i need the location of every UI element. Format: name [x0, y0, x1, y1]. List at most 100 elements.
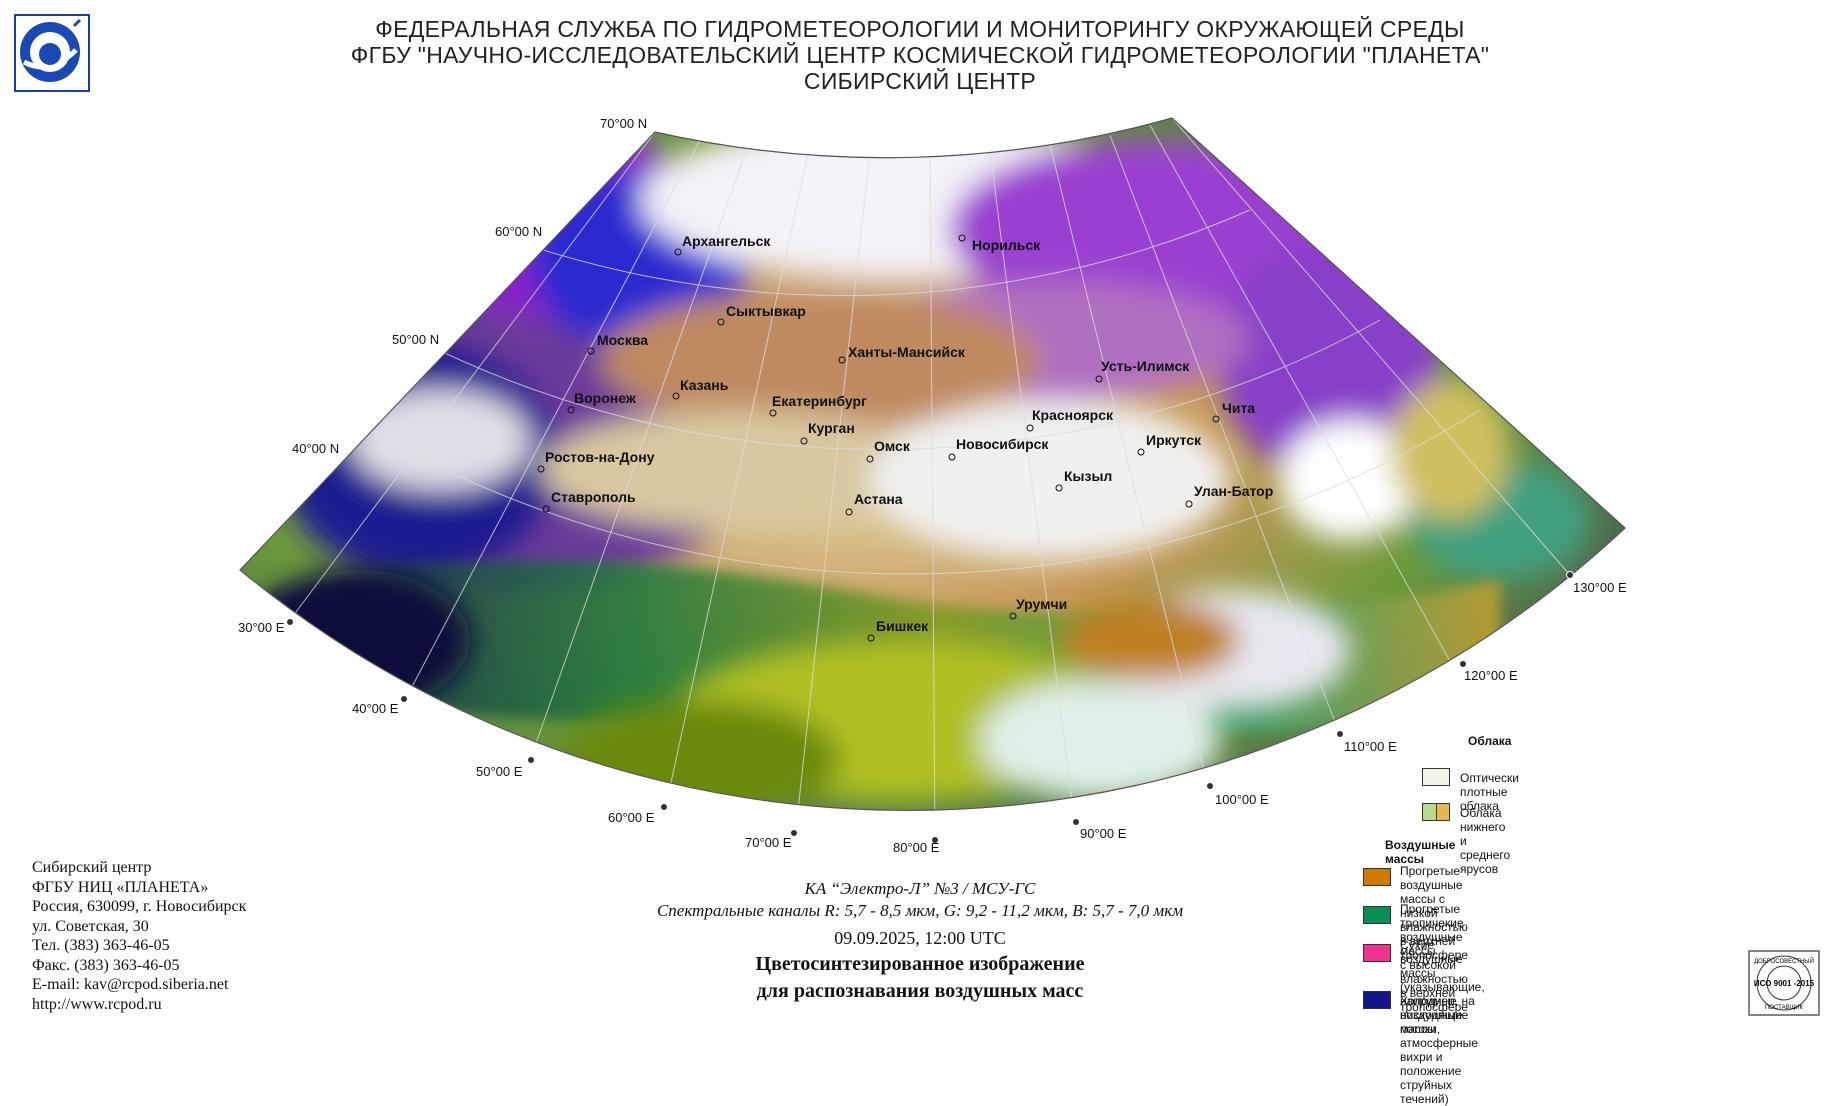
legend-swatch-warm-tropical [1363, 906, 1391, 924]
city-syktyvkar: Сыктывкар [717, 303, 806, 326]
header-line-2: ФГБУ "НАУЧНО-ИССЛЕДОВАТЕЛЬСКИЙ ЦЕНТР КОС… [350, 42, 1490, 68]
city-novosibirsk: Новосибирск [948, 436, 1049, 461]
legend-swatch-dry [1363, 944, 1391, 962]
city-rostov: Ростов-на-Дону [537, 449, 655, 473]
organization-contacts: Сибирский центр ФГБУ НИЦ «ПЛАНЕТА» Росси… [32, 858, 246, 1014]
lat-label-50: 50°00 N [392, 332, 439, 347]
iso-certification-badge: ДОБРОСОВЕСТНЫЙ ПОСТАВЩИК ИСО 9001 -2015 [1748, 950, 1820, 1016]
svg-text:Астана: Астана [854, 491, 903, 507]
lon-label-60: 60°00 E [608, 810, 655, 825]
contact-line: Сибирский центр [32, 859, 152, 876]
city-chita: Чита [1212, 400, 1255, 423]
city-urumqi: Урумчи [1009, 596, 1067, 620]
lat-label-40: 40°00 N [292, 441, 339, 456]
legend-clouds-header: Облака [1468, 734, 1512, 748]
svg-text:ДОБРОСОВЕСТНЫЙ: ДОБРОСОВЕСТНЫЙ [1754, 957, 1814, 965]
satellite-map: 70°00 N 60°00 N 50°00 N 40°00 N 30°00 E … [238, 116, 1627, 855]
svg-text:Кызыл: Кызыл [1064, 468, 1112, 484]
lon-label-70: 70°00 E [745, 835, 792, 850]
city-kurgan: Курган [800, 420, 855, 445]
lon-label-50: 50°00 E [476, 764, 523, 779]
lat-label-60: 60°00 N [495, 224, 542, 239]
svg-text:Омск: Омск [874, 438, 911, 454]
contact-line: Факс. (383) 363-46-05 [32, 956, 180, 974]
svg-text:Улан-Батор: Улан-Батор [1194, 483, 1273, 499]
lon-label-30: 30°00 E [238, 620, 285, 635]
satellite-info: КА “Электро-Л” №3 / МСУ-ГС [804, 879, 1036, 898]
city-khanty-mansiysk: Ханты-Мансийск [838, 344, 966, 364]
contact-line: Россия, 630099, г. Новосибирск [32, 898, 247, 915]
svg-text:Сыктывкар: Сыктывкар [726, 303, 806, 319]
email-link[interactable]: E-mail: kav@rcpod.siberia.net [32, 976, 229, 993]
legend-swatch-dense-clouds [1422, 768, 1450, 786]
legend-swatch-cold [1363, 991, 1391, 1009]
lon-label-120: 120°00 E [1464, 668, 1518, 683]
svg-text:Екатеринбург: Екатеринбург [772, 393, 867, 409]
legend-label-cold: Холодные воздушные массы [1400, 994, 1463, 1036]
svg-text:Ханты-Мансийск: Ханты-Мансийск [848, 344, 966, 360]
svg-text:Норильск: Норильск [972, 237, 1041, 253]
legend-label-warm-dry: Прогретые воздушные массы с низкой влажно… [1400, 864, 1468, 962]
contact-line: Тел. (383) 363-46-05 [32, 937, 170, 954]
lon-label-40: 40°00 E [352, 701, 399, 716]
svg-text:Курган: Курган [808, 420, 855, 436]
lat-label-70: 70°00 N [600, 116, 647, 131]
city-kyzyl: Кызыл [1055, 468, 1112, 492]
image-caption: КА “Электро-Л” №3 / МСУ-ГС Спектральные … [520, 878, 1320, 1003]
legend-label-dense-clouds: Оптически плотные облака [1460, 771, 1519, 813]
city-krasnoyarsk: Красноярск [1026, 407, 1114, 432]
city-astana: Астана [845, 491, 903, 516]
svg-text:Красноярск: Красноярск [1032, 407, 1114, 423]
contact-line: ФГБУ НИЦ «ПЛАНЕТА» [32, 878, 209, 896]
lon-ticks [286, 571, 1574, 844]
city-moskva: Москва [587, 332, 648, 355]
city-ulan-bator: Улан-Батор [1185, 483, 1273, 508]
city-stavropol: Ставрополь [542, 489, 636, 513]
svg-text:Москва: Москва [597, 332, 648, 348]
svg-text:Казань: Казань [680, 377, 729, 393]
svg-text:Усть-Илимск: Усть-Илимск [1101, 358, 1190, 374]
svg-text:Архангельск: Архангельск [682, 233, 771, 249]
city-ekaterinburg: Екатеринбург [769, 393, 867, 417]
lon-label-80: 80°00 E [893, 840, 940, 855]
legend-swatch-warm-dry [1363, 868, 1391, 886]
city-markers: Архангельск Норильск Сыктывкар Москва Ха… [537, 233, 1273, 642]
city-omsk: Омск [866, 438, 911, 463]
svg-text:Иркутск: Иркутск [1146, 432, 1202, 448]
image-title-line-1: Цветосинтезированное изображение [755, 953, 1085, 975]
contact-line: ул. Советская, 30 [32, 917, 149, 935]
lon-label-130: 130°00 E [1573, 580, 1627, 595]
city-ust-ilimsk: Усть-Илимск [1095, 358, 1190, 383]
lon-label-90: 90°00 E [1080, 826, 1127, 841]
map-imagery [240, 118, 1625, 811]
header-line-3: СИБИРСКИЙ ЦЕНТР [803, 68, 1037, 94]
legend-label-low-mid-clouds: Облака нижнего и среднего ярусов [1460, 806, 1511, 876]
svg-text:Ставрополь: Ставрополь [551, 489, 636, 505]
svg-text:Воронеж: Воронеж [574, 390, 637, 406]
image-datetime: 09.09.2025, 12:00 UTC [834, 928, 1006, 948]
city-norilsk: Норильск [958, 234, 1041, 253]
legend-air-header: Воздушные массы [1385, 838, 1456, 866]
city-bishkek: Бишкек [867, 618, 929, 642]
organization-logo [14, 14, 90, 92]
map-frame [239, 117, 1626, 811]
header: ФЕДЕРАЛЬНАЯ СЛУЖБА ПО ГИДРОМЕТЕОРОЛОГИИ … [0, 16, 1840, 94]
svg-text:Новосибирск: Новосибирск [956, 436, 1049, 452]
legend-swatch-low-mid-clouds-a [1422, 803, 1436, 821]
svg-text:ПОСТАВЩИК: ПОСТАВЩИК [1765, 1005, 1804, 1011]
legend-swatch-low-mid-clouds-b [1436, 803, 1450, 821]
svg-text:Урумчи: Урумчи [1016, 596, 1067, 612]
legend-label-warm-tropical: Прогретые тропичекие воздушные массы с вы… [1400, 902, 1468, 1014]
website-link[interactable]: http://www.rcpod.ru [32, 995, 162, 1013]
city-voronezh: Воронеж [567, 390, 637, 414]
svg-text:Бишкек: Бишкек [876, 618, 929, 634]
city-kazan: Казань [672, 377, 729, 400]
lon-label-110: 110°00 E [1344, 739, 1397, 754]
city-irkutsk: Иркутск [1137, 432, 1202, 456]
spectral-channels: Спектральные каналы R: 5,7 - 8,5 мкм, G:… [656, 901, 1184, 920]
svg-text:Ростов-на-Дону: Ростов-на-Дону [545, 449, 655, 465]
lon-label-100: 100°00 E [1215, 792, 1269, 807]
svg-text:ИСО 9001 -2015: ИСО 9001 -2015 [1754, 979, 1815, 988]
header-line-1: ФЕДЕРАЛЬНАЯ СЛУЖБА ПО ГИДРОМЕТЕОРОЛОГИИ … [375, 16, 1465, 42]
city-arkhangelsk: Архангельск [674, 233, 771, 256]
